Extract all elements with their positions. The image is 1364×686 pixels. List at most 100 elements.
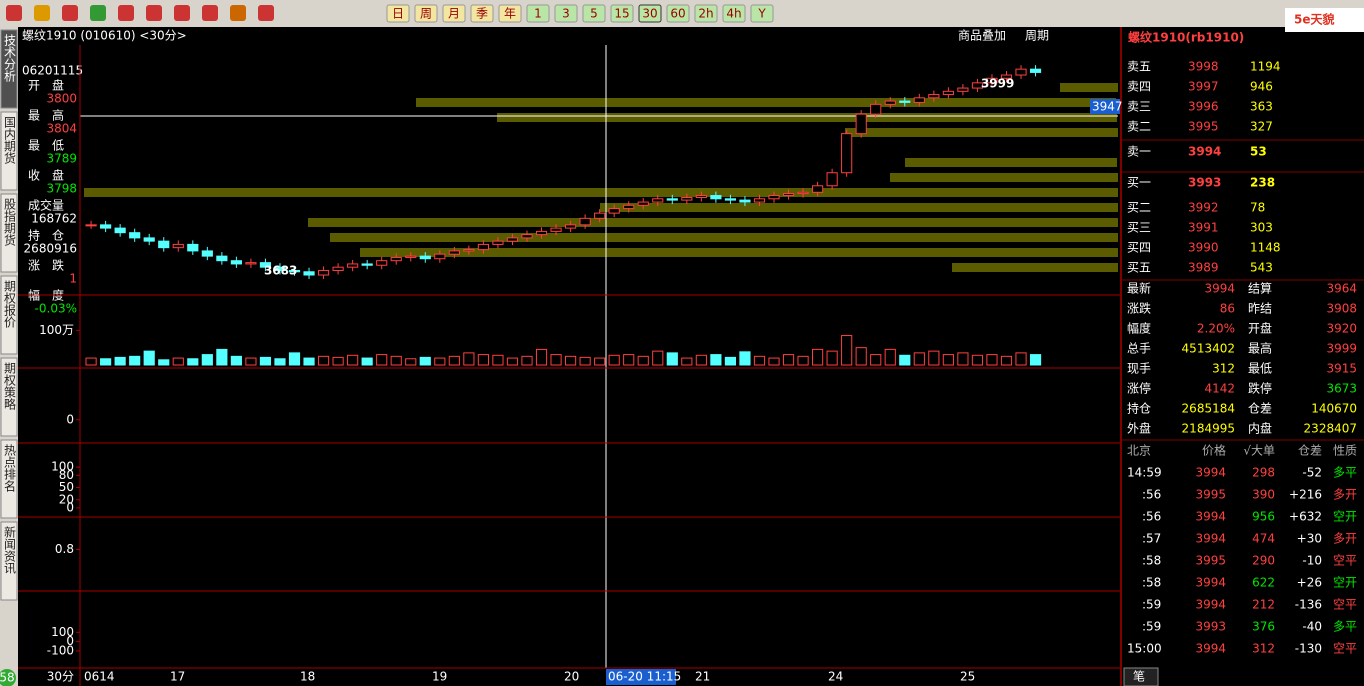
volume-bar bbox=[637, 355, 649, 366]
volume-bar bbox=[506, 357, 519, 366]
info-label: 开 盘 bbox=[28, 78, 64, 93]
info-value: 3800 bbox=[46, 92, 77, 106]
period-link[interactable]: 周期 bbox=[1025, 29, 1049, 43]
period-button[interactable] bbox=[722, 4, 746, 23]
period-button[interactable] bbox=[582, 4, 606, 23]
stat-value: 4142 bbox=[1204, 382, 1235, 396]
tool-icon[interactable] bbox=[174, 5, 190, 21]
period-button[interactable] bbox=[414, 4, 438, 23]
stat-value: 2184995 bbox=[1182, 422, 1235, 436]
ask-label: 卖四 bbox=[1127, 80, 1151, 94]
stat-label: 仓差 bbox=[1248, 402, 1272, 416]
bid-label: 买五 bbox=[1127, 261, 1151, 275]
period-label: 日 bbox=[392, 7, 404, 21]
candle bbox=[100, 224, 112, 229]
side-tab-label[interactable]: 股指期货 bbox=[3, 198, 17, 247]
period-button[interactable] bbox=[386, 4, 410, 23]
tool-icon[interactable] bbox=[90, 5, 106, 21]
period-label: 周 bbox=[420, 7, 432, 21]
period-label: 2h bbox=[698, 7, 713, 21]
ask-volume: 1194 bbox=[1250, 60, 1281, 74]
side-tab-label[interactable]: 期权策略 bbox=[3, 362, 17, 411]
period-button[interactable] bbox=[638, 4, 662, 23]
stat-label: 总手 bbox=[1127, 342, 1151, 356]
side-tab-label[interactable]: 新闻资讯 bbox=[3, 525, 17, 575]
tool-icon[interactable] bbox=[118, 5, 134, 21]
tool-icon[interactable] bbox=[230, 5, 246, 21]
stat-label: 昨结 bbox=[1248, 302, 1272, 316]
candle bbox=[376, 260, 388, 266]
side-tab[interactable] bbox=[0, 357, 18, 437]
tick-cell: 多平 bbox=[1333, 620, 1357, 634]
tab[interactable]: 笔 bbox=[1133, 669, 1145, 684]
tool-icon[interactable] bbox=[202, 5, 218, 21]
info-value: 3798 bbox=[46, 182, 77, 196]
period-button[interactable] bbox=[470, 4, 494, 23]
tick-cell: 3994 bbox=[1195, 466, 1226, 480]
volume-bar bbox=[666, 352, 678, 366]
side-tab-label[interactable]: 热点排名 bbox=[3, 444, 17, 492]
tick-cell: 空平 bbox=[1333, 598, 1357, 612]
side-tab[interactable] bbox=[0, 193, 18, 273]
side-tab[interactable] bbox=[0, 521, 18, 601]
period-button[interactable] bbox=[526, 4, 550, 23]
tool-icon[interactable] bbox=[258, 5, 274, 21]
side-tab-label[interactable]: 国内期货 bbox=[3, 116, 17, 165]
side-tab[interactable] bbox=[0, 29, 18, 109]
divider bbox=[1120, 27, 1122, 686]
side-tab-label[interactable]: 技术分析 bbox=[3, 34, 17, 83]
stat-label: 现手 bbox=[1127, 362, 1151, 376]
candle bbox=[870, 103, 882, 115]
stat-value: 3915 bbox=[1326, 362, 1357, 376]
period-button[interactable] bbox=[498, 4, 522, 23]
side-tab[interactable] bbox=[0, 439, 18, 519]
ask-price: 3998 bbox=[1188, 60, 1219, 74]
period-button[interactable] bbox=[554, 4, 578, 23]
tool-icon[interactable] bbox=[34, 5, 50, 21]
tab-bg[interactable] bbox=[1123, 667, 1159, 686]
tick-cell: :59 bbox=[1142, 598, 1161, 612]
candle bbox=[899, 100, 911, 103]
volume-bar bbox=[797, 355, 809, 366]
volume-bar bbox=[753, 355, 766, 366]
stat-value: 140670 bbox=[1311, 402, 1357, 416]
candle bbox=[187, 243, 199, 252]
overlay-link[interactable]: 商品叠加 bbox=[958, 28, 1006, 43]
volume-bar bbox=[826, 350, 838, 366]
tick-cell: 3994 bbox=[1195, 576, 1226, 590]
tool-icon[interactable] bbox=[6, 5, 22, 21]
period-button[interactable] bbox=[666, 4, 690, 23]
period-label: 5 bbox=[590, 7, 598, 21]
tick-cell: -136 bbox=[1295, 598, 1322, 612]
volume-bar bbox=[1000, 355, 1013, 366]
volume-bar bbox=[623, 354, 635, 366]
volume-bar bbox=[434, 357, 446, 366]
volume-bar bbox=[579, 356, 591, 366]
side-tab-label[interactable]: 期权报价 bbox=[3, 280, 17, 328]
candle bbox=[841, 133, 853, 174]
candle bbox=[652, 198, 664, 203]
volume-bar bbox=[594, 357, 606, 366]
candle bbox=[390, 256, 402, 262]
period-button[interactable] bbox=[694, 4, 718, 23]
tick-cell: 376 bbox=[1252, 620, 1275, 634]
candle bbox=[550, 227, 562, 232]
symbol: 螺纹1910 (010610) <30分> bbox=[22, 29, 187, 43]
candle bbox=[913, 97, 925, 103]
tool-icon[interactable] bbox=[146, 5, 162, 21]
period-button[interactable] bbox=[442, 4, 466, 23]
tick-cell: 956 bbox=[1252, 510, 1275, 524]
period-button[interactable] bbox=[610, 4, 634, 23]
candle bbox=[347, 263, 359, 268]
candle bbox=[85, 224, 97, 227]
candle bbox=[637, 201, 649, 206]
side-tab[interactable] bbox=[0, 275, 18, 355]
side-tab[interactable] bbox=[0, 111, 18, 191]
tool-icon[interactable] bbox=[62, 5, 78, 21]
y-tick-label: 0 bbox=[66, 412, 74, 426]
stat-value: 3994 bbox=[1204, 282, 1235, 296]
volume-bar bbox=[347, 354, 359, 366]
candle bbox=[463, 249, 475, 252]
period-button[interactable] bbox=[750, 4, 774, 23]
candle bbox=[201, 250, 213, 257]
